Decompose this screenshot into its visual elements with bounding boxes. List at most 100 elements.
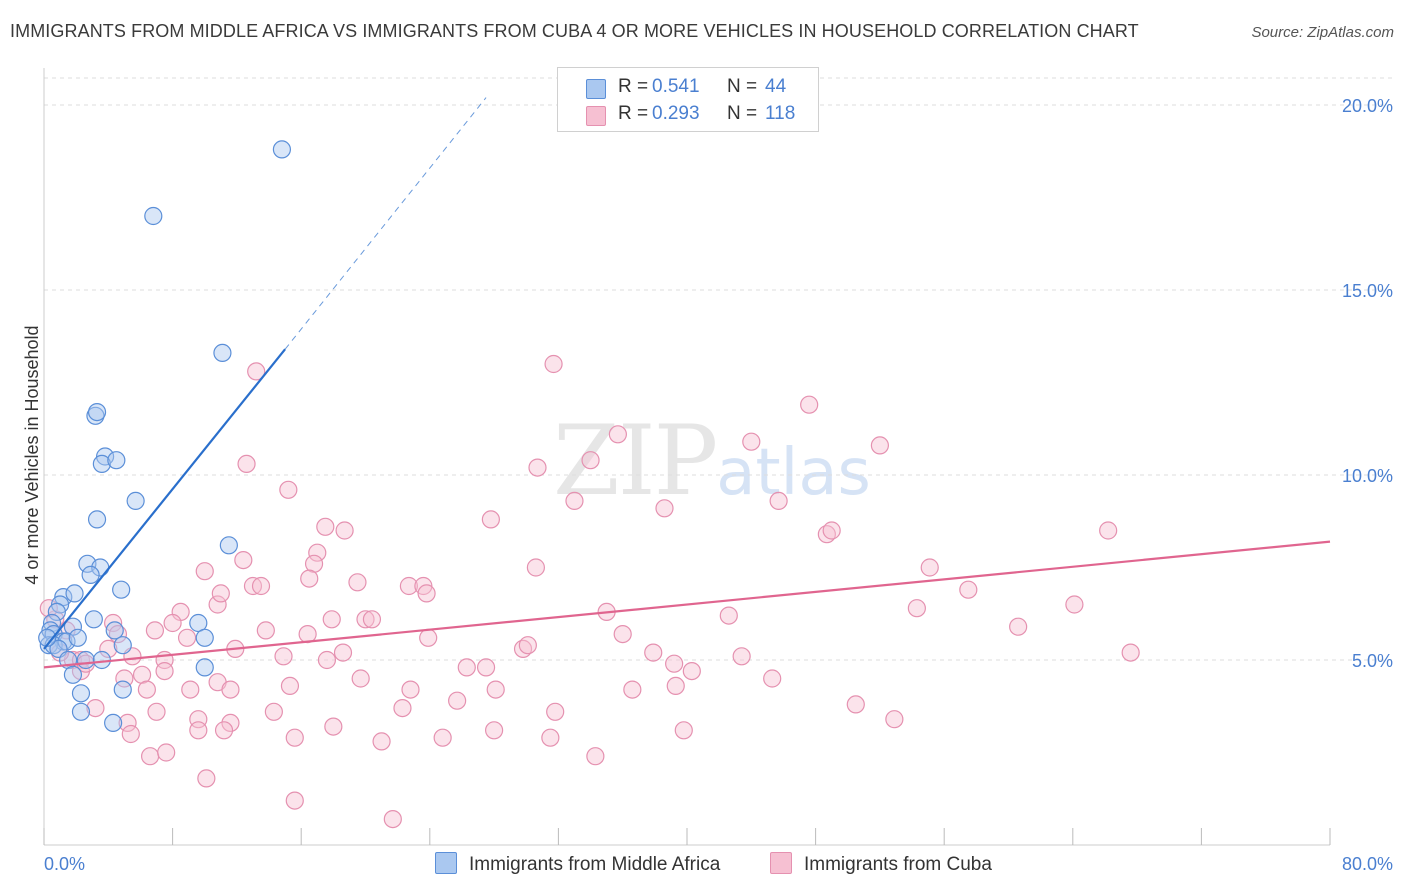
y-tick-label: 10.0% xyxy=(1342,466,1393,486)
bottom-legend-swatch-pink xyxy=(770,852,792,874)
middle-africa-point xyxy=(107,451,126,470)
cuba-point xyxy=(356,610,375,629)
series-middle-africa-points xyxy=(38,140,292,733)
cuba-point xyxy=(335,521,354,540)
cuba-point xyxy=(147,702,166,721)
cuba-point xyxy=(581,451,600,470)
correlation-legend: R = 0.541 N = 44 R = 0.293 N = 118 xyxy=(557,67,819,132)
cuba-point xyxy=(86,698,105,718)
cuba-point xyxy=(214,721,234,740)
cuba-point xyxy=(137,680,156,699)
cuba-point xyxy=(348,573,367,592)
cuba-point xyxy=(140,747,160,766)
cuba-point xyxy=(541,728,560,747)
cuba-point xyxy=(157,743,176,762)
chart-title: IMMIGRANTS FROM MIDDLE AFRICA VS IMMIGRA… xyxy=(10,21,1139,41)
cuba-trend-line xyxy=(43,540,1331,669)
middle-africa-point xyxy=(71,702,91,721)
y-axis-label: 4 or more Vehicles in Household xyxy=(22,325,42,584)
cuba-point xyxy=(959,580,978,599)
x-tick-label-min: 0.0% xyxy=(44,854,85,874)
cuba-point xyxy=(99,639,118,659)
cuba-point xyxy=(481,510,500,529)
cuba-point xyxy=(1121,643,1140,662)
cuba-point xyxy=(518,636,537,655)
middle-africa-trend-line xyxy=(43,348,286,650)
cuba-point xyxy=(189,721,208,740)
cuba-point xyxy=(623,680,642,699)
middle-africa-point xyxy=(65,584,84,603)
x-tick-label-max: 80.0% xyxy=(1342,854,1393,874)
middle-africa-point xyxy=(92,650,111,670)
cuba-point xyxy=(279,480,298,499)
legend-swatch-pink xyxy=(586,106,606,126)
cuba-point xyxy=(586,747,605,766)
middle-africa-point xyxy=(87,403,107,422)
cuba-point xyxy=(322,610,341,629)
bottom-legend-swatch-blue xyxy=(435,852,457,874)
middle-africa-point xyxy=(71,684,91,703)
middle-africa-point xyxy=(195,658,214,677)
watermark-atlas: atlas xyxy=(716,436,871,510)
legend-n-label: N = xyxy=(727,103,758,124)
watermark-zip: ZIP xyxy=(553,405,718,517)
middle-africa-point xyxy=(113,636,132,655)
cuba-point xyxy=(118,713,137,733)
cuba-point xyxy=(401,680,420,699)
cuba-point xyxy=(526,558,545,577)
middle-africa-point xyxy=(144,206,163,226)
cuba-point xyxy=(544,354,563,374)
cuba-point xyxy=(280,676,300,696)
cuba-point xyxy=(674,721,693,740)
cuba-point xyxy=(383,809,402,829)
series-cuba-points xyxy=(39,354,1140,829)
cuba-point xyxy=(256,621,275,640)
cuba-point xyxy=(274,647,293,666)
cuba-point xyxy=(362,610,382,629)
cuba-point xyxy=(351,669,370,688)
cuba-point xyxy=(885,710,904,729)
cuba-point xyxy=(121,724,140,744)
legend-r-value: 0.541 xyxy=(652,76,700,97)
cuba-point xyxy=(546,702,565,721)
cuba-point xyxy=(145,621,165,640)
cuba-point xyxy=(247,362,266,381)
cuba-point xyxy=(372,732,391,751)
middle-africa-trend-extension xyxy=(284,97,487,350)
middle-africa-point xyxy=(105,621,124,640)
legend-n-value: 44 xyxy=(765,76,787,97)
cuba-point xyxy=(399,576,419,596)
middle-africa-point xyxy=(112,580,131,599)
cuba-point xyxy=(177,628,197,647)
source-label: Source: ZipAtlas.com xyxy=(1251,24,1394,41)
cuba-point xyxy=(221,680,240,699)
cuba-point xyxy=(719,606,738,625)
cuba-point xyxy=(1065,595,1084,614)
cuba-point xyxy=(732,647,751,666)
cuba-point xyxy=(163,613,182,633)
cuba-point xyxy=(608,425,627,444)
cuba-point xyxy=(308,543,327,562)
middle-africa-point xyxy=(104,713,123,733)
cuba-point xyxy=(300,569,319,588)
middle-africa-point xyxy=(126,491,145,510)
cuba-point xyxy=(104,613,123,633)
tick-labels: 5.0% 10.0% 15.0% 20.0% 0.0% 80.0% xyxy=(44,96,1393,874)
grid-lines xyxy=(44,77,1392,661)
cuba-point xyxy=(234,550,253,570)
legend-r-label: R = xyxy=(618,103,649,124)
cuba-point xyxy=(433,728,452,747)
cuba-point xyxy=(666,676,685,696)
middle-africa-point xyxy=(272,140,292,159)
middle-africa-point xyxy=(47,602,66,622)
bottom-legend-label: Immigrants from Cuba xyxy=(804,854,992,875)
cuba-point xyxy=(208,595,227,614)
cuba-point xyxy=(237,454,256,473)
middle-africa-point xyxy=(39,636,58,655)
cuba-point xyxy=(1099,521,1118,540)
cuba-point xyxy=(769,491,788,510)
legend-r-label: R = xyxy=(618,76,649,97)
cuba-point xyxy=(476,658,496,677)
middle-africa-point xyxy=(63,665,83,684)
cuba-point xyxy=(565,491,584,510)
